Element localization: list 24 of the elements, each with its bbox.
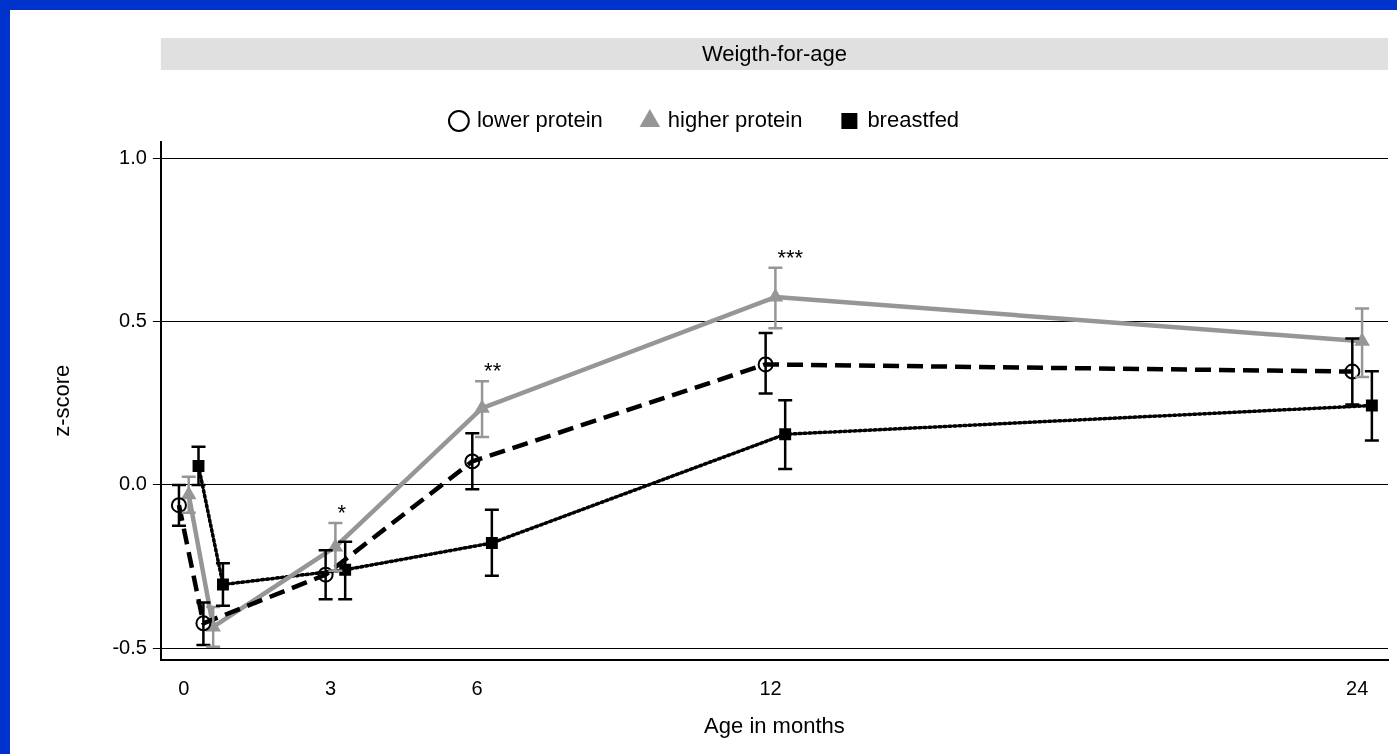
point [757,356,774,373]
x-tick-label: 24 [1346,677,1369,700]
legend-label: higher protein [667,107,803,133]
annotation: ** [484,358,502,384]
x-tick-label: 0 [178,677,190,700]
chart-title: Weigth-for-age [701,41,847,67]
y-axis-title: z-score [49,364,75,437]
legend-label: breastfed [867,107,960,133]
x-axis-title: Age in months [704,712,845,738]
y-tick-label: 0.5 [119,309,147,332]
y-tick-label: 0.0 [119,472,147,495]
x-tick-label: 3 [324,677,337,700]
x-tick-label: 6 [471,677,483,700]
point [195,615,212,632]
point [170,497,187,514]
y-tick-label: 1.0 [119,145,147,168]
point [464,453,481,470]
legend-label: lower protein [476,107,603,133]
point [317,566,334,583]
y-tick-label: -0.5 [112,635,147,658]
point [1344,363,1361,380]
x-tick-label: 12 [759,677,782,700]
annotation: *** [777,244,804,270]
annotation: * [337,500,347,526]
